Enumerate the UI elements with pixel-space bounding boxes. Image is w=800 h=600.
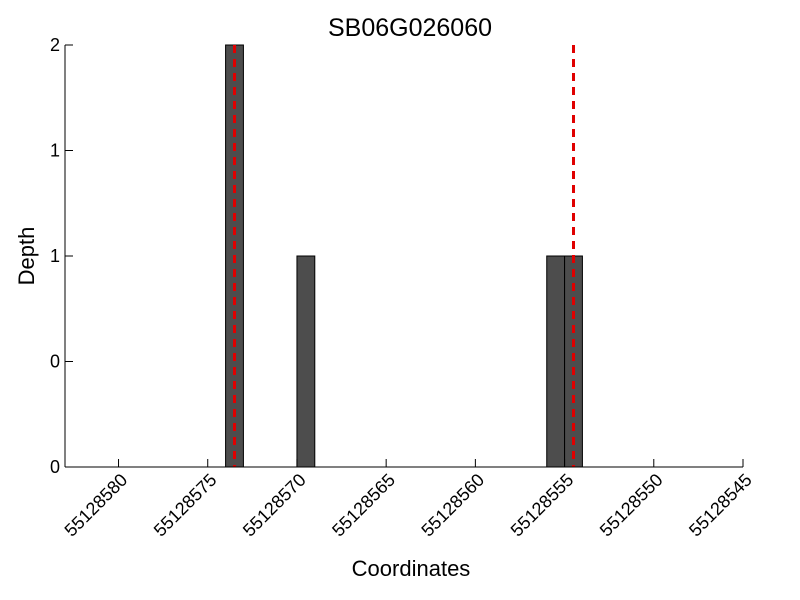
x-tick-label: 55128545 <box>685 470 756 541</box>
x-tick-label: 55128575 <box>150 470 221 541</box>
y-tick-label: 2 <box>50 35 60 55</box>
y-tick-label: 0 <box>50 352 60 372</box>
y-tick-label: 0 <box>50 457 60 477</box>
x-tick-label: 55128555 <box>507 470 578 541</box>
bar <box>546 255 566 468</box>
chart-title: SB06G026060 <box>328 14 492 42</box>
bar <box>296 255 316 468</box>
x-tick-label: 55128550 <box>596 470 667 541</box>
x-axis-label: Coordinates <box>352 556 471 581</box>
y-tick-label: 1 <box>50 141 60 161</box>
y-tick-label: 1 <box>50 246 60 266</box>
x-tick-label: 55128580 <box>61 470 132 541</box>
x-tick-label: 55128570 <box>239 470 310 541</box>
x-tick-label: 55128565 <box>328 470 399 541</box>
x-tick-label: 55128560 <box>417 470 488 541</box>
y-axis-label: Depth <box>14 227 39 286</box>
